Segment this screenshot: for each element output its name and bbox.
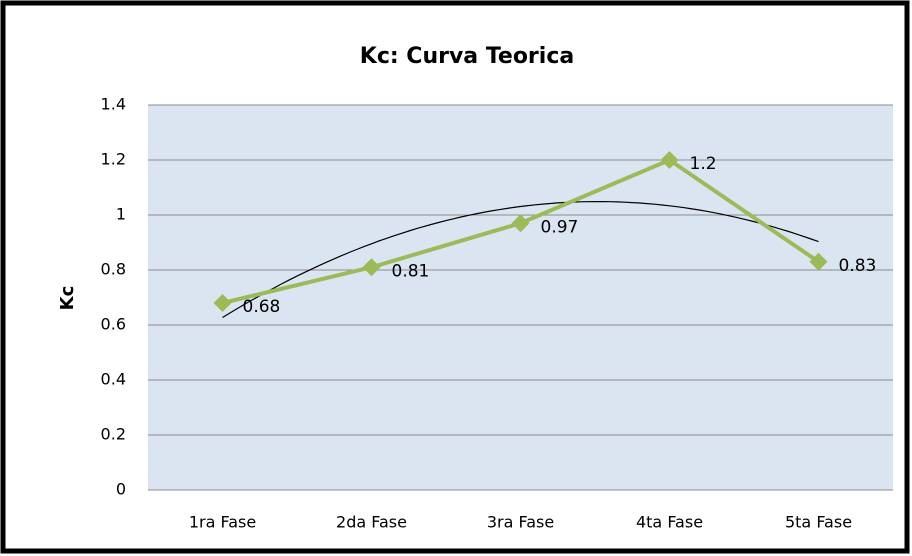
y-tick-label: 0.4	[101, 370, 126, 389]
data-label: 0.68	[243, 297, 281, 317]
x-tick-label: 3ra Fase	[487, 513, 554, 532]
x-tick-label: 5ta Fase	[785, 513, 852, 532]
y-tick-label: 0	[116, 480, 126, 499]
x-tick-label: 2da Fase	[336, 513, 407, 532]
data-label: 0.81	[392, 261, 430, 281]
y-tick-label: 1.2	[101, 150, 126, 169]
data-label: 1.2	[690, 154, 717, 174]
marker	[809, 252, 828, 271]
data-label: 0.97	[541, 217, 579, 237]
x-tick-label: 1ra Fase	[189, 513, 256, 532]
y-tick-label: 0.6	[101, 315, 126, 334]
y-tick-label: 0.8	[101, 260, 126, 279]
y-tick-label: 1.4	[101, 95, 126, 114]
marker	[511, 214, 530, 233]
y-tick-label: 1	[116, 205, 126, 224]
marker	[362, 258, 381, 277]
plot-area	[148, 105, 893, 490]
trendline	[222, 201, 819, 319]
marker	[213, 294, 232, 312]
y-tick-label: 0.2	[101, 425, 126, 444]
chart-title: Kc: Curva Teorica	[360, 44, 574, 69]
data-label: 0.83	[839, 256, 877, 276]
marker	[660, 151, 679, 169]
x-tick-label: 4ta Fase	[636, 513, 703, 532]
y-axis-label: Kc	[57, 286, 78, 311]
